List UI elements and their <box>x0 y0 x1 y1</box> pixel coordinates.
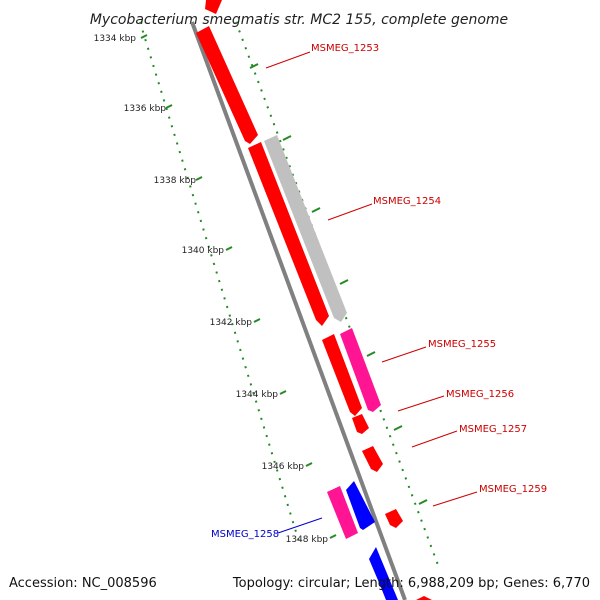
gene-labels: MSMEG_1253 MSMEG_1254 MSMEG_1255 MSMEG_1… <box>211 43 547 540</box>
gene-feature-msmeg-1257[interactable] <box>362 446 383 472</box>
gene-feature-msmeg-1258[interactable] <box>327 486 358 539</box>
inner-major-ticks <box>140 34 337 539</box>
tick-label: 1336 kbp <box>124 104 167 114</box>
tick-label: 1344 kbp <box>236 390 279 400</box>
gene-feature[interactable] <box>416 596 432 600</box>
inner-tick-ring <box>139 21 301 546</box>
gene-feature-msmeg-1253[interactable] <box>196 26 258 144</box>
gene-feature-msmeg-1256[interactable] <box>352 414 369 434</box>
gene-feature[interactable] <box>205 0 222 14</box>
tick-label: 1334 kbp <box>94 34 137 44</box>
gene-label-msmeg-1254[interactable]: MSMEG_1254 <box>373 196 441 207</box>
tick-label: 1340 kbp <box>182 246 225 256</box>
gene-feature-msmeg-1254[interactable] <box>264 135 347 322</box>
gene-feature-blue[interactable] <box>369 547 398 600</box>
tick-label: 1342 kbp <box>210 318 253 328</box>
gene-label-msmeg-1256[interactable]: MSMEG_1256 <box>446 389 514 400</box>
gene-label-msmeg-1253[interactable]: MSMEG_1253 <box>311 43 379 54</box>
outer-major-ticks <box>249 63 428 505</box>
gene-feature-msmeg-1259[interactable] <box>385 509 403 528</box>
accession-text: Accession: NC_008596 <box>9 576 157 591</box>
gene-features <box>196 0 432 600</box>
genome-backbone <box>190 21 407 600</box>
tick-label: 1348 kbp <box>286 535 329 545</box>
gene-label-msmeg-1258[interactable]: MSMEG_1258 <box>211 529 279 540</box>
tick-label: 1338 kbp <box>154 176 197 186</box>
gene-feature-blue[interactable] <box>346 481 375 530</box>
gene-feature-msmeg-1255[interactable] <box>340 328 381 412</box>
gene-label-msmeg-1259[interactable]: MSMEG_1259 <box>479 484 547 495</box>
tick-label: 1346 kbp <box>262 462 305 472</box>
label-leader-lines <box>265 51 478 534</box>
gene-feature-red[interactable] <box>248 142 329 326</box>
tick-labels: 1334 kbp 1336 kbp 1338 kbp 1340 kbp 1342… <box>94 34 329 545</box>
map-title: Mycobacterium smegmatis str. MC2 155, co… <box>90 12 508 28</box>
gene-label-msmeg-1257[interactable]: MSMEG_1257 <box>459 424 527 435</box>
genome-summary-text: Topology: circular; Length: 6,988,209 bp… <box>232 576 590 591</box>
gene-feature-red[interactable] <box>322 334 362 416</box>
gene-label-msmeg-1255[interactable]: MSMEG_1255 <box>428 339 496 350</box>
